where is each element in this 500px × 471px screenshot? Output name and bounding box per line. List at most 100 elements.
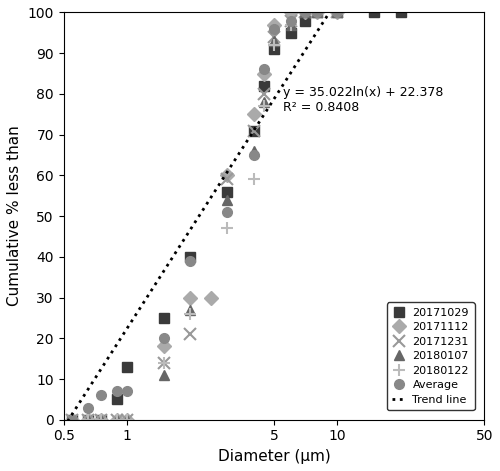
20171231: [262, 91, 268, 97]
20171029: [84, 417, 90, 422]
20171112: [114, 417, 120, 422]
20171231: [187, 332, 193, 337]
20180122: [224, 226, 230, 231]
20180107: [70, 417, 75, 422]
20171231: [334, 9, 340, 15]
20171231: [302, 9, 308, 15]
20180122: [302, 9, 308, 15]
20180122: [124, 417, 130, 422]
20180107: [161, 372, 167, 378]
20180122: [250, 177, 256, 182]
20180107: [302, 9, 308, 15]
Legend: 20171029, 20171112, 20171231, 20180107, 20180122, Average, Trend line: 20171029, 20171112, 20171231, 20180107, …: [387, 302, 474, 410]
20180107: [224, 197, 230, 203]
20180107: [288, 22, 294, 27]
20171231: [98, 417, 103, 422]
20171231: [161, 360, 167, 365]
20171112: [84, 417, 90, 422]
20171029: [187, 254, 193, 260]
20180107: [124, 417, 130, 422]
20180107: [314, 9, 320, 15]
Average: [84, 405, 90, 410]
20171231: [271, 34, 277, 40]
Trend line: [60, 425, 66, 430]
Average: [288, 18, 294, 24]
20171112: [98, 417, 103, 422]
20171112: [314, 9, 320, 15]
20171231: [250, 128, 256, 133]
20171029: [314, 9, 320, 15]
Average: [262, 66, 268, 72]
20180122: [271, 42, 277, 48]
Line: Average: Average: [68, 8, 342, 425]
20180122: [187, 311, 193, 317]
20171231: [124, 417, 130, 422]
Average: [114, 389, 120, 394]
Average: [302, 9, 308, 15]
20171029: [372, 9, 378, 15]
20171231: [70, 417, 75, 422]
20171231: [314, 9, 320, 15]
20171112: [208, 295, 214, 300]
20180107: [114, 417, 120, 422]
20171029: [70, 417, 75, 422]
20180107: [334, 9, 340, 15]
Trend line: [310, 36, 316, 41]
Trend line: [62, 422, 68, 428]
20171029: [224, 189, 230, 195]
20171029: [398, 9, 404, 15]
20171112: [262, 71, 268, 76]
20180122: [288, 22, 294, 27]
20171231: [84, 417, 90, 422]
Average: [70, 417, 75, 422]
Average: [98, 392, 103, 398]
20171231: [114, 417, 120, 422]
Average: [224, 209, 230, 215]
20171112: [288, 9, 294, 15]
20180107: [187, 307, 193, 313]
20171231: [224, 177, 230, 182]
Trend line: [311, 33, 317, 39]
X-axis label: Diameter (μm): Diameter (μm): [218, 449, 330, 464]
Line: 20171112: 20171112: [68, 8, 342, 425]
20171112: [187, 295, 193, 300]
20171029: [334, 9, 340, 15]
Line: 20171231: 20171231: [66, 6, 344, 426]
20171029: [288, 30, 294, 36]
20180107: [262, 99, 268, 105]
20180107: [250, 148, 256, 154]
20171112: [224, 172, 230, 178]
Average: [314, 9, 320, 15]
20180122: [262, 103, 268, 109]
20171112: [302, 9, 308, 15]
20180122: [334, 9, 340, 15]
20180107: [271, 38, 277, 44]
Average: [187, 258, 193, 264]
20171112: [70, 417, 75, 422]
20171029: [271, 46, 277, 52]
20180122: [161, 360, 167, 365]
Average: [124, 389, 130, 394]
20180122: [70, 417, 75, 422]
20171231: [288, 18, 294, 24]
20171029: [250, 128, 256, 133]
Y-axis label: Cumulative % less than: Cumulative % less than: [7, 126, 22, 307]
Average: [334, 9, 340, 15]
20171029: [114, 397, 120, 402]
20180107: [84, 417, 90, 422]
20171112: [161, 344, 167, 349]
20180122: [314, 9, 320, 15]
20171029: [161, 315, 167, 321]
20180122: [84, 417, 90, 422]
20171029: [98, 417, 103, 422]
Line: 20180107: 20180107: [68, 8, 342, 425]
Trend line: [318, 23, 324, 28]
20180122: [114, 417, 120, 422]
Text: y = 35.022ln(x) + 22.378
R² = 0.8408: y = 35.022ln(x) + 22.378 R² = 0.8408: [282, 86, 443, 114]
Average: [161, 335, 167, 341]
20171112: [124, 417, 130, 422]
20171112: [250, 112, 256, 117]
20180122: [98, 417, 103, 422]
20171112: [271, 22, 277, 27]
Line: Trend line: Trend line: [64, 0, 484, 428]
